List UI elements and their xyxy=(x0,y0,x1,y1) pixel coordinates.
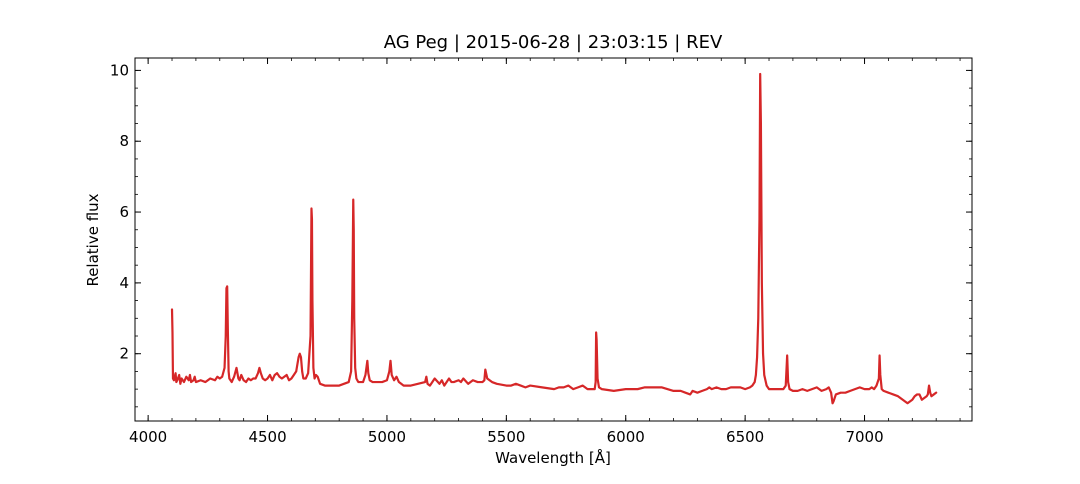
y-tick-label: 6 xyxy=(119,203,129,221)
series-layer xyxy=(170,72,938,405)
y-tick-label: 10 xyxy=(110,61,129,79)
y-tick-label: 8 xyxy=(119,132,129,150)
x-tick-label: 4500 xyxy=(248,428,286,446)
x-tick-label: 6000 xyxy=(607,428,645,446)
minor-ticks xyxy=(135,58,972,421)
x-axis-label: Wavelength [Å] xyxy=(495,448,611,467)
y-axis-label: Relative flux xyxy=(84,193,102,286)
major-ticks xyxy=(135,58,972,421)
x-tick-label: 6500 xyxy=(726,428,764,446)
x-tick-label: 5500 xyxy=(487,428,525,446)
x-tick-label: 5000 xyxy=(368,428,406,446)
y-tick-label: 4 xyxy=(119,274,129,292)
spectrum-line xyxy=(170,72,938,405)
x-tick-label: 7000 xyxy=(845,428,883,446)
y-tick-label: 2 xyxy=(119,345,129,363)
plot-frame xyxy=(134,57,973,422)
tick-labels: 4000 4500 5000 5500 6000 6500 7000 2 4 6 8 10 xyxy=(110,61,884,446)
chart-title: AG Peg | 2015-06-28 | 23:03:15 | REV xyxy=(384,32,723,53)
x-tick-label: 4000 xyxy=(129,428,167,446)
